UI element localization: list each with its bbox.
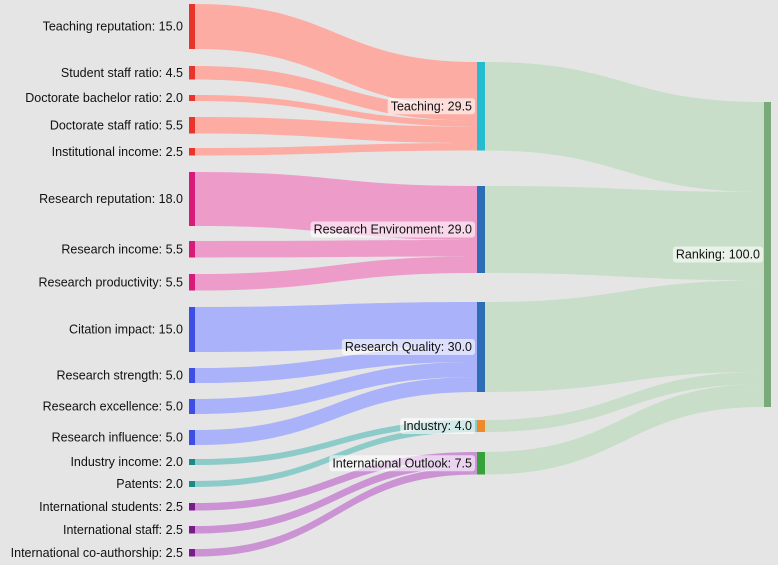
node-label-research-productivity: Research productivity: 5.5: [38, 275, 183, 289]
link-research-influence-to-research-quality: [195, 377, 477, 445]
link-research-income-to-research-environment: [195, 240, 477, 258]
node-bar-research-income: [189, 241, 195, 258]
link-research-strength-to-research-quality: [195, 347, 477, 383]
link-international-students-to-international-outlook: [195, 452, 477, 511]
node-bar-research-quality: [477, 302, 485, 392]
node-label-bg-industry: [400, 418, 476, 434]
node-label-research-strength: Research strength: 5.0: [57, 369, 184, 383]
node-label-bg-ranking: [672, 246, 764, 263]
node-label-teaching: Teaching: 29.5: [391, 99, 472, 113]
node-bar-research-productivity: [189, 274, 195, 291]
link-research-quality-to-ranking: [485, 280, 764, 392]
node-bar-ranking: [764, 102, 771, 407]
node-bar-teaching: [477, 62, 485, 151]
node-label-patents: Patents: 2.0: [116, 477, 183, 491]
node-label-bg-teaching: [387, 98, 476, 115]
link-institutional-income-to-teaching: [195, 143, 477, 156]
link-doctorate-bachelor-ratio-to-teaching: [195, 95, 477, 127]
node-label-research-income: Research income: 5.5: [61, 242, 183, 256]
node-label-teaching-reputation: Teaching reputation: 15.0: [43, 20, 183, 34]
node-label-student-staff-ratio: Student staff ratio: 4.5: [61, 66, 183, 80]
node-bar-international-outlook: [477, 452, 485, 475]
node-label-citation-impact: Citation impact: 15.0: [69, 323, 183, 337]
node-label-international-coauthorship: International co-authorship: 2.5: [11, 546, 183, 560]
link-industry-to-ranking: [485, 371, 764, 432]
node-bar-industry-income: [189, 459, 195, 465]
node-label-international-students: International students: 2.5: [39, 500, 183, 514]
node-label-research-quality: Research Quality: 30.0: [345, 340, 472, 354]
node-label-industry-income: Industry income: 2.0: [70, 455, 183, 469]
nodes-layer: [189, 4, 771, 557]
node-bar-doctorate-bachelor-ratio: [189, 95, 195, 101]
node-bar-research-excellence: [189, 399, 195, 414]
node-label-international-outlook: International Outlook: 7.5: [332, 456, 472, 470]
node-bar-institutional-income: [189, 148, 195, 156]
node-label-international-staff: International staff: 2.5: [63, 523, 183, 537]
node-label-doctorate-staff-ratio: Doctorate staff ratio: 5.5: [50, 118, 183, 132]
link-industry-income-to-industry: [195, 420, 477, 465]
node-label-research-reputation: Research reputation: 18.0: [39, 192, 183, 206]
node-bar-student-staff-ratio: [189, 66, 195, 80]
node-bar-research-strength: [189, 368, 195, 383]
link-international-outlook-to-ranking: [485, 384, 764, 475]
node-label-industry: Industry: 4.0: [403, 419, 472, 433]
node-bar-research-environment: [477, 186, 485, 273]
link-teaching-reputation-to-teaching: [195, 4, 477, 107]
node-bar-teaching-reputation: [189, 4, 195, 49]
node-label-research-environment: Research Environment: 29.0: [314, 223, 472, 237]
link-research-environment-to-ranking: [485, 186, 764, 281]
node-bar-international-staff: [189, 526, 195, 534]
node-label-institutional-income: Institutional income: 2.5: [52, 145, 183, 159]
node-label-research-influence: Research influence: 5.0: [52, 431, 183, 445]
labels-layer: Teaching reputation: 15.0 Student staff r…: [11, 20, 764, 560]
node-label-bg-international-outlook: [329, 455, 476, 472]
link-research-excellence-to-research-quality: [195, 362, 477, 414]
node-label-research-excellence: Research excellence: 5.0: [43, 400, 183, 414]
link-doctorate-staff-ratio-to-teaching: [195, 117, 477, 143]
link-international-coauthorship-to-international-outlook: [195, 467, 477, 557]
link-international-staff-to-international-outlook: [195, 459, 477, 534]
node-label-doctorate-bachelor-ratio: Doctorate bachelor ratio: 2.0: [25, 91, 183, 105]
node-label-ranking: Ranking: 100.0: [676, 248, 760, 262]
node-bar-patents: [189, 481, 195, 487]
node-bar-doctorate-staff-ratio: [189, 117, 195, 134]
node-bar-research-reputation: [189, 172, 195, 226]
node-bar-international-students: [189, 503, 195, 511]
link-research-productivity-to-research-environment: [195, 256, 477, 291]
node-bar-citation-impact: [189, 307, 195, 352]
node-bar-industry: [477, 420, 485, 432]
node-bar-international-coauthorship: [189, 549, 195, 557]
node-label-bg-research-environment: [310, 221, 476, 238]
link-teaching-to-ranking: [485, 62, 764, 192]
node-bar-research-influence: [189, 430, 195, 445]
node-label-bg-research-quality: [341, 339, 476, 355]
